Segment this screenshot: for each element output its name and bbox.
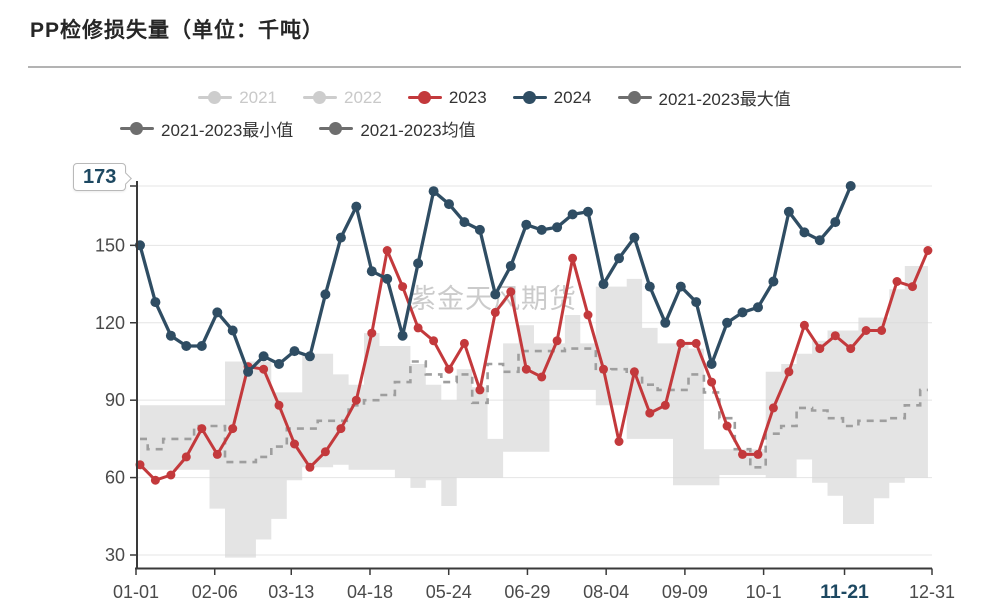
range-band-2021-2023 bbox=[140, 266, 928, 558]
legend-label: 2024 bbox=[553, 87, 592, 107]
axes bbox=[130, 181, 933, 575]
legend-label: 2023 bbox=[448, 87, 487, 107]
chart-legend: 2021 2022 2023 2024 2021-2023最大值 2021-2023最小值… bbox=[0, 82, 989, 144]
svg-text:120: 120 bbox=[95, 313, 125, 333]
series-mean-2021-2023-line bbox=[140, 347, 928, 469]
legend-item-max[interactable]: 2021-2023最大值 bbox=[617, 85, 791, 110]
legend-marker-y2021-icon bbox=[198, 91, 233, 104]
legend-item-mean[interactable]: 2021-2023均值 bbox=[319, 116, 476, 141]
series-2023-line bbox=[135, 246, 933, 485]
title-separator bbox=[28, 66, 961, 68]
gridlines bbox=[137, 185, 932, 556]
legend-row-2: 2021-2023最小值 2021-2023均值 bbox=[0, 113, 989, 144]
x-label: 09-09 bbox=[662, 582, 708, 602]
x-label: 08-04 bbox=[583, 582, 629, 602]
series-2024-line bbox=[135, 181, 856, 377]
x-axis-labels: 01-01 02-06 03-13 04-18 05-24 06-29 08-04 09-09… bbox=[113, 581, 955, 603]
legend-marker-max-icon bbox=[617, 91, 652, 104]
y-axis-labels: 30 60 90 120 150 bbox=[95, 235, 125, 565]
legend-label: 2021-2023均值 bbox=[360, 121, 476, 140]
legend-marker-y2024-icon bbox=[512, 91, 547, 104]
x-label: 06-29 bbox=[504, 582, 550, 602]
legend-label: 2022 bbox=[344, 87, 382, 107]
x-label: 12-31 bbox=[909, 582, 955, 602]
legend-item-y2023[interactable]: 2023 bbox=[407, 87, 487, 108]
legend-item-y2022[interactable]: 2022 bbox=[303, 88, 382, 108]
x-label: 02-06 bbox=[192, 582, 238, 602]
x-label-current: 11-21 bbox=[820, 581, 869, 603]
y-axis-max-badge: 173 bbox=[73, 163, 127, 191]
legend-marker-mean-icon bbox=[319, 122, 354, 135]
legend-item-y2024[interactable]: 2024 bbox=[512, 87, 592, 108]
svg-text:30: 30 bbox=[105, 545, 125, 565]
legend-marker-min-icon bbox=[120, 122, 154, 135]
legend-label: 2021 bbox=[239, 87, 278, 107]
legend-item-y2021[interactable]: 2021 bbox=[198, 88, 277, 108]
legend-item-min[interactable]: 2021-2023最小值 bbox=[120, 116, 293, 141]
legend-label: 2021-2023最小值 bbox=[161, 121, 294, 140]
x-label: 05-24 bbox=[426, 582, 472, 602]
legend-marker-y2022-icon bbox=[303, 91, 338, 104]
x-label: 03-13 bbox=[268, 582, 314, 602]
page-title: PP检修损失量（单位：千吨） bbox=[30, 19, 325, 42]
svg-text:90: 90 bbox=[105, 390, 125, 410]
x-label: 01-01 bbox=[113, 582, 159, 602]
svg-text:60: 60 bbox=[105, 468, 125, 488]
x-label: 04-18 bbox=[347, 582, 393, 602]
legend-marker-y2023-icon bbox=[407, 91, 442, 104]
legend-row-1: 2021 2022 2023 2024 2021-2023最大值 bbox=[0, 82, 989, 113]
x-label: 10-1 bbox=[746, 582, 782, 602]
legend-label: 2021-2023最大值 bbox=[658, 90, 791, 109]
svg-text:150: 150 bbox=[95, 235, 125, 255]
